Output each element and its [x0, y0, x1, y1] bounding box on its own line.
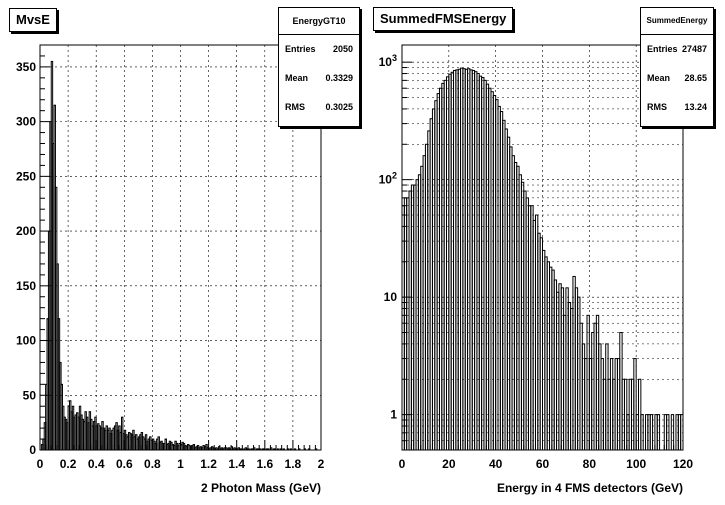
left-y-tick-label: 300 [16, 115, 36, 129]
left-x-tick-label: 1.8 [285, 457, 302, 471]
right-y-tick-label: 10 [384, 290, 398, 304]
left-histogram-bin [303, 448, 307, 451]
right-x-tick-label: 120 [673, 457, 693, 471]
right-stats-mean-row: Mean 28.65 [641, 64, 713, 93]
left-x-tick-label: 1.6 [256, 457, 273, 471]
right-x-tick-label: 60 [536, 457, 550, 471]
right-x-axis-title: Energy in 4 FMS detectors (GeV) [497, 481, 683, 495]
left-x-tick-label: 1 [177, 457, 184, 471]
right-histogram-bin [633, 358, 637, 451]
left-histogram-bin [279, 448, 283, 451]
left-stats-entries: 2050 [332, 44, 353, 54]
right-stats-rms-row: RMS 13.24 [641, 93, 713, 122]
left-histogram-bin [274, 448, 277, 451]
left-plot-frame [39, 44, 322, 451]
left-stats-rms-row: RMS 0.3025 [279, 93, 359, 122]
left-stats-entries-row: Entries 2050 [279, 35, 359, 64]
right-histogram-bin [656, 414, 661, 451]
left-histogram-bin [282, 448, 285, 451]
left-histogram-bin [293, 448, 297, 451]
left-x-tick-label: 1.4 [228, 457, 245, 471]
right-histogram-bin [649, 414, 654, 451]
left-y-tick-label: 150 [16, 279, 36, 293]
right-y-tick-label: 103 [379, 53, 397, 69]
left-x-tick-label: 0.4 [88, 457, 105, 471]
right-y-tick-exponent: 3 [392, 53, 397, 63]
left-stats-rms: 0.3025 [325, 102, 353, 112]
right-stats-entries-row: Entries 27487 [641, 35, 713, 64]
right-x-tick-label: 20 [442, 457, 456, 471]
left-y-tick-label: 350 [16, 60, 36, 74]
left-histogram-bin [286, 448, 290, 451]
left-stats-mean: 0.3329 [325, 73, 353, 83]
left-histogram-bin [247, 448, 250, 451]
left-x-tick-label: 0.8 [144, 457, 161, 471]
right-stats-box: SummedEnergy Entries 27487 Mean 28.65 RMS 1… [640, 7, 714, 127]
left-x-tick-label: 1.2 [200, 457, 217, 471]
left-stats-name: EnergyGT10 [279, 8, 359, 35]
left-y-tick-label: 0 [29, 443, 36, 457]
right-stats-entries: 27487 [681, 44, 707, 54]
left-histogram-bin [230, 446, 233, 451]
right-stats-mean: 28.65 [684, 73, 707, 83]
left-histogram-bin [253, 447, 256, 451]
right-chart-panel: 0 20 40 60 80 100 120 1 10 102 103 Energy in 4 FMS … [379, 44, 693, 495]
left-histogram-bin [192, 444, 196, 451]
left-x-axis-title: 2 Photon Mass (GeV) [201, 481, 321, 495]
right-x-tick-label: 40 [489, 457, 503, 471]
right-stats-rms: 13.24 [684, 102, 707, 112]
left-histogram-bin [262, 448, 266, 451]
left-y-tick-label: 50 [23, 388, 37, 402]
left-histogram-bin [217, 446, 221, 451]
right-chart-title: SummedFMSEnergy [373, 7, 514, 31]
right-stats-name: SummedEnergy [641, 8, 713, 35]
left-histogram-bin [276, 448, 280, 451]
right-y-tick-label: 102 [379, 171, 397, 187]
left-stats-mean-row: Mean 0.3329 [279, 64, 359, 93]
right-histogram-bin [670, 414, 675, 451]
right-histogram-bin [666, 414, 670, 451]
left-histogram-bin [267, 448, 270, 451]
left-histogram-bin [240, 448, 243, 451]
left-histogram-bin [314, 448, 318, 451]
right-x-tick-label: 0 [399, 457, 406, 471]
left-y-tick-label: 200 [16, 224, 36, 238]
right-histogram-bin [680, 414, 684, 451]
right-x-tick-label: 100 [626, 457, 646, 471]
left-x-tick-label: 0 [37, 457, 44, 471]
left-y-tick-label: 100 [16, 334, 36, 348]
left-chart-title: MvsE [9, 8, 57, 32]
right-histogram-bin [640, 414, 644, 451]
left-histogram-bin [307, 448, 311, 451]
right-y-tick-exponent: 2 [392, 171, 397, 181]
left-histogram-bin [269, 447, 273, 451]
left-histogram-bin [298, 448, 301, 451]
left-histogram-bin [205, 444, 208, 451]
left-stats-box: EnergyGT10 Entries 2050 Mean 0.3329 RMS 0.3… [278, 7, 360, 127]
right-y-tick-label: 1 [390, 408, 397, 422]
right-x-tick-label: 80 [583, 457, 597, 471]
left-x-tick-label: 0.2 [60, 457, 77, 471]
left-histogram-bin [258, 448, 262, 451]
left-chart-panel: 0 0.2 0.4 0.6 0.8 1 1.2 1.4 1.6 1.8 2 0 50 100 150 200 2… [16, 44, 325, 495]
left-histogram-bin [289, 448, 292, 451]
left-x-tick-label: 0.6 [116, 457, 133, 471]
left-y-tick-label: 250 [16, 169, 36, 183]
left-x-tick-label: 2 [318, 457, 325, 471]
